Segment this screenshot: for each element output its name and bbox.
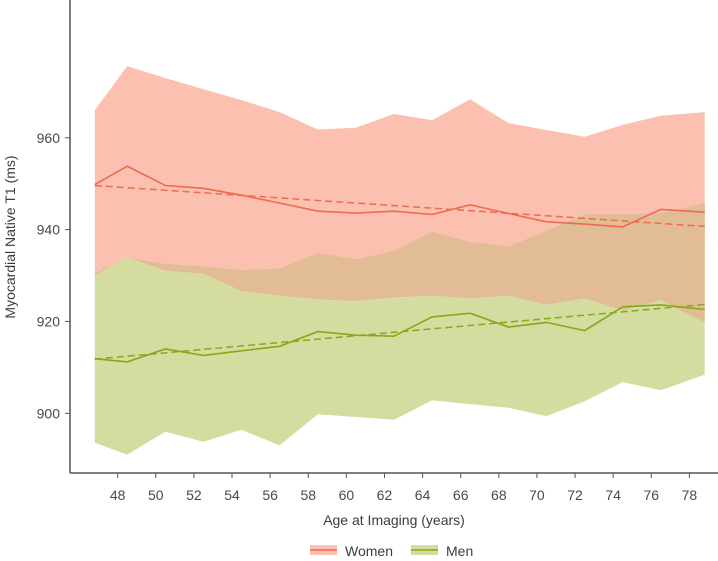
x-tick-label: 58	[300, 487, 316, 503]
x-tick-label: 74	[605, 487, 621, 503]
women-confidence-band	[94, 66, 705, 323]
x-tick-label: 64	[415, 487, 431, 503]
legend: Women Men	[310, 543, 473, 559]
y-axis-title: Myocardial Native T1 (ms)	[2, 155, 18, 318]
men-trend-line	[94, 303, 705, 360]
women-series-line	[94, 165, 705, 228]
legend-women-label: Women	[345, 543, 393, 559]
legend-men-label: Men	[446, 543, 473, 559]
x-tick-label: 52	[186, 487, 202, 503]
y-tick-label: 920	[37, 313, 61, 329]
overlap-confidence-band	[94, 203, 705, 323]
men-confidence-band	[94, 203, 705, 455]
x-tick-label: 66	[453, 487, 469, 503]
x-tick-label: 54	[224, 487, 240, 503]
y-tick-label: 960	[37, 130, 61, 146]
x-tick-label: 78	[682, 487, 698, 503]
y-ticks: 900 920 940 960	[37, 130, 70, 421]
x-tick-label: 70	[529, 487, 545, 503]
women-trend-line	[94, 184, 705, 228]
x-tick-label: 76	[644, 487, 660, 503]
x-tick-label: 50	[148, 487, 164, 503]
men-series-line	[94, 304, 705, 363]
y-tick-label: 940	[37, 222, 61, 238]
x-tick-label: 60	[339, 487, 355, 503]
plot-area	[94, 66, 705, 455]
y-tick-label: 900	[37, 405, 61, 421]
x-tick-label: 56	[262, 487, 278, 503]
x-tick-label: 48	[110, 487, 126, 503]
x-tick-label: 68	[491, 487, 507, 503]
x-tick-label: 62	[377, 487, 393, 503]
x-axis-title: Age at Imaging (years)	[323, 512, 465, 528]
x-tick-label: 72	[567, 487, 583, 503]
x-ticks: 48 50 52 54 56 58 60 62 64 66 68 70 72 74 76 78	[110, 473, 698, 503]
